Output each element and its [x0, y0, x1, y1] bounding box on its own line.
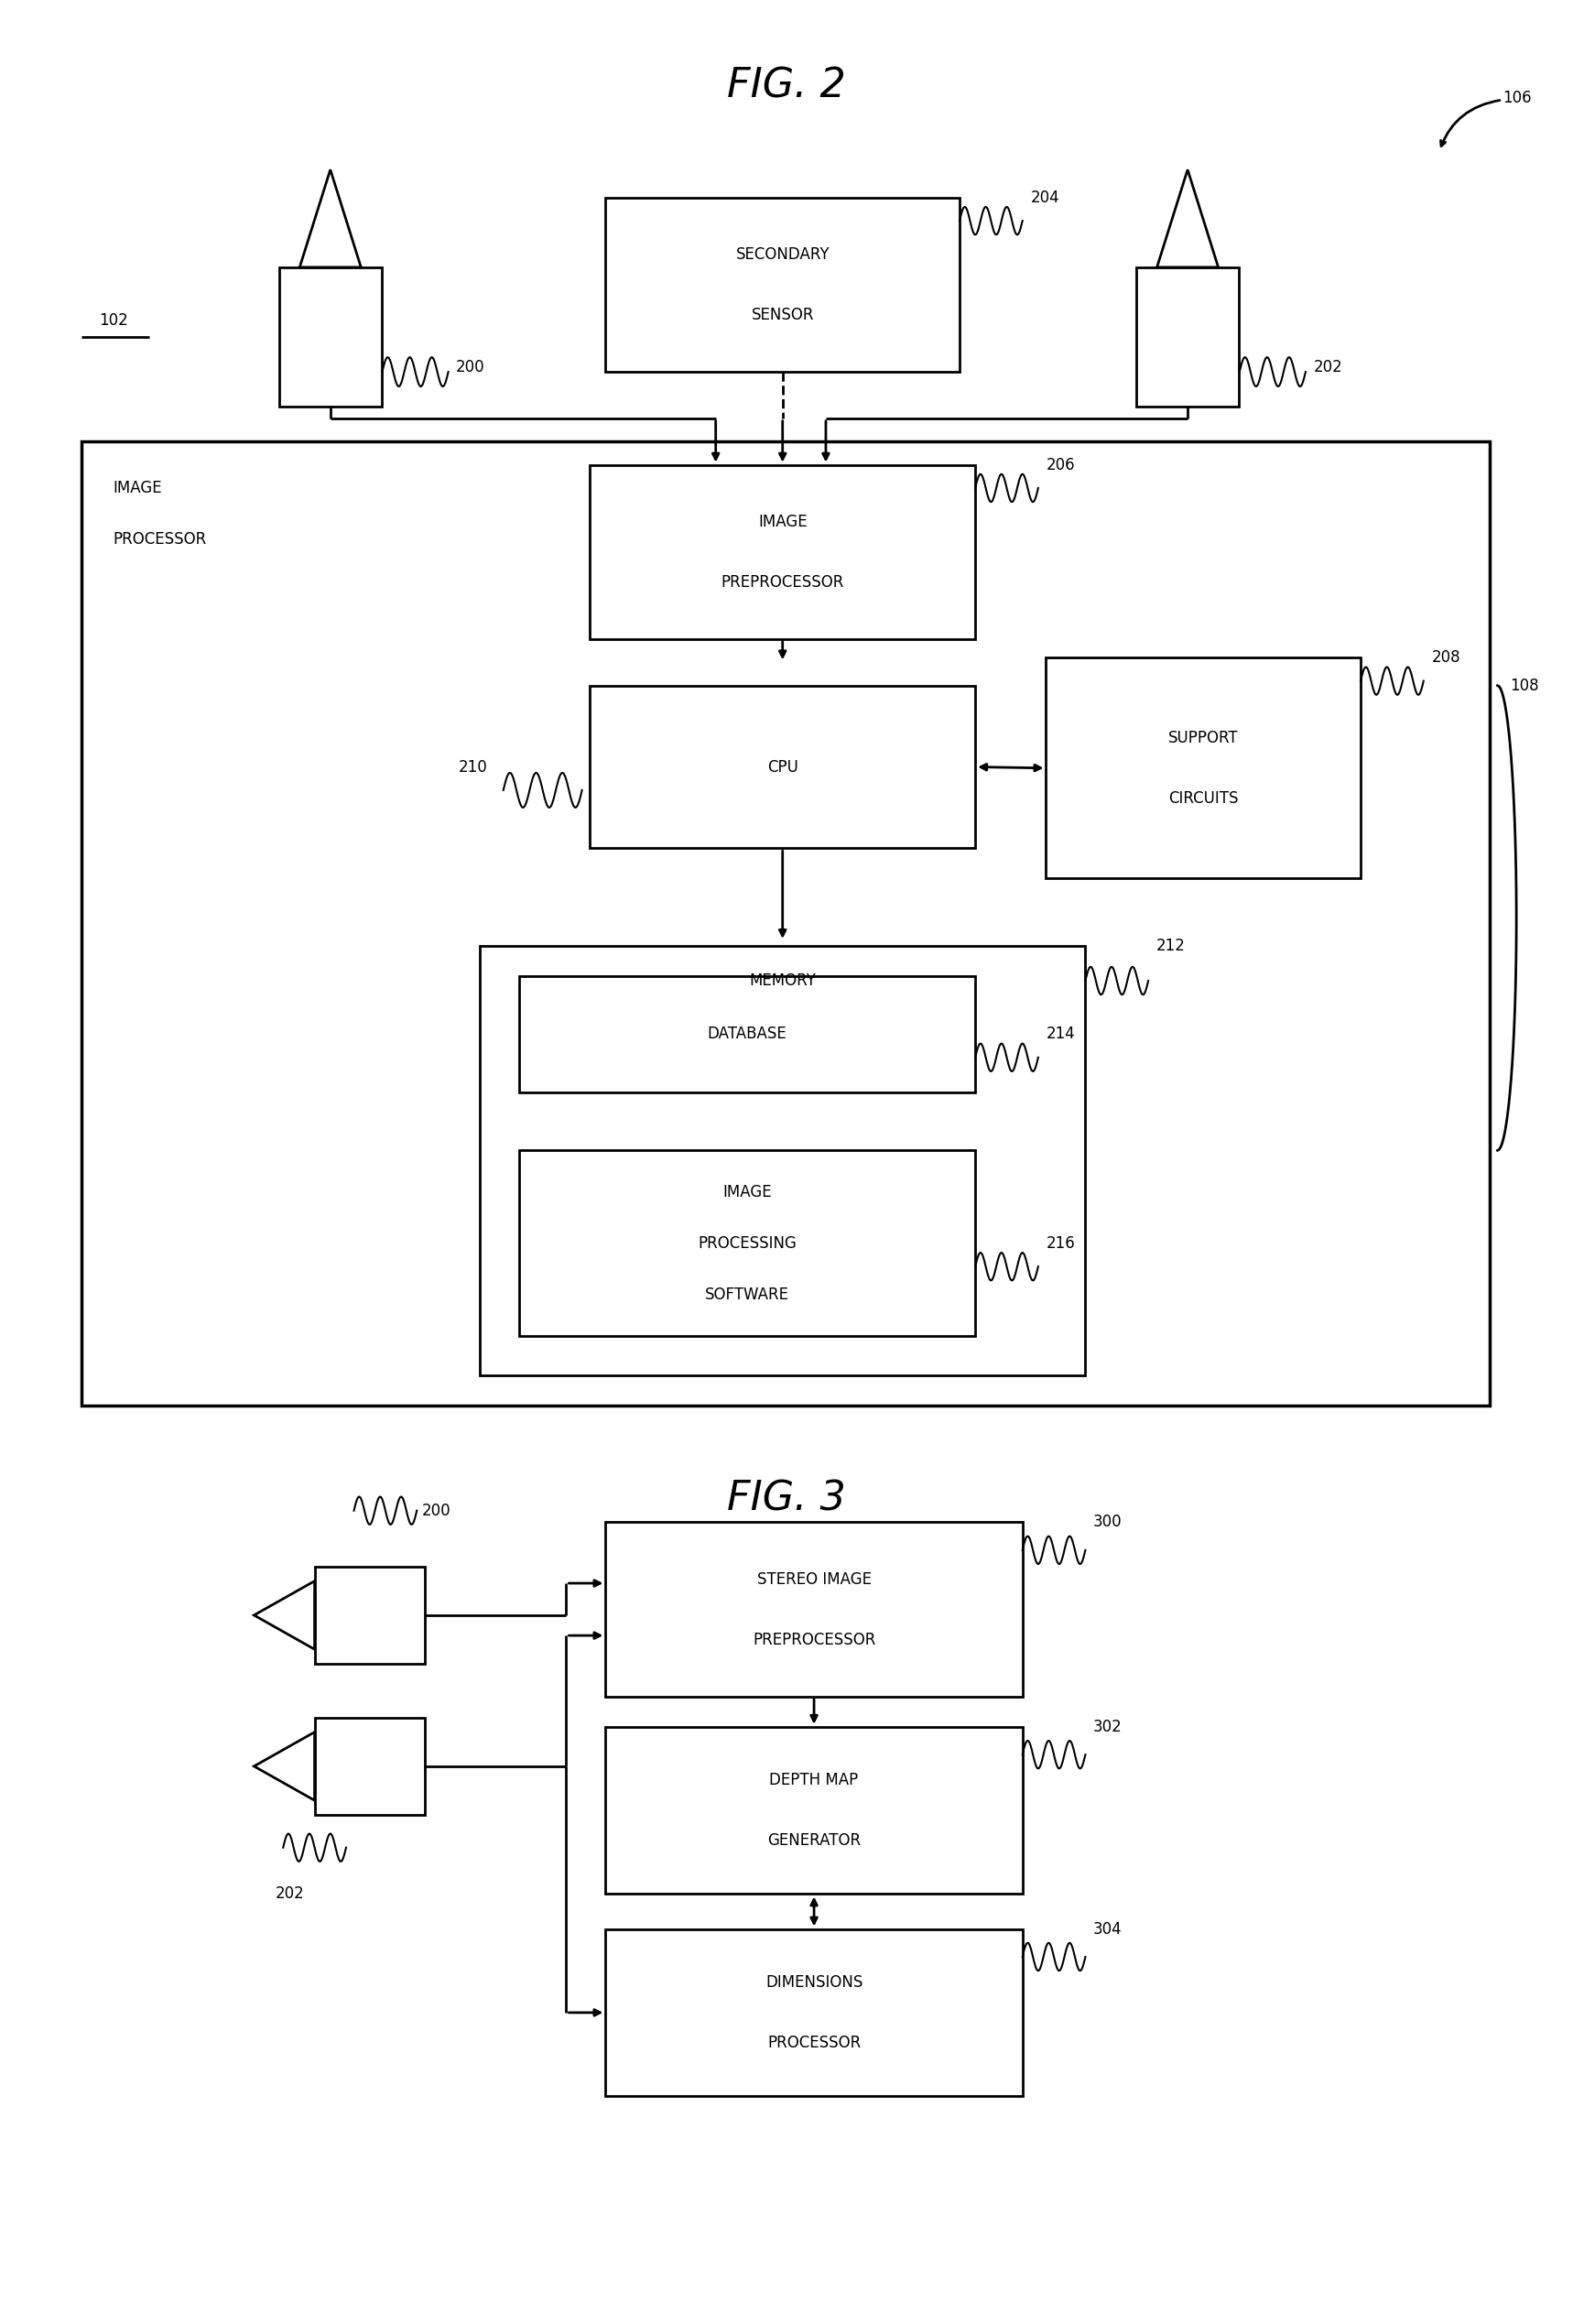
Bar — [315, 1566, 425, 1664]
Text: MEMORY: MEMORY — [749, 971, 816, 990]
Text: PROCESSING: PROCESSING — [698, 1234, 796, 1253]
Polygon shape — [1158, 170, 1218, 267]
Text: PROCESSOR: PROCESSOR — [768, 2034, 860, 2052]
Bar — [1046, 658, 1361, 878]
Bar — [519, 1150, 975, 1336]
Bar — [480, 946, 1085, 1376]
Text: IMAGE: IMAGE — [758, 514, 807, 530]
Text: 212: 212 — [1156, 937, 1186, 955]
Text: DEPTH MAP: DEPTH MAP — [769, 1771, 859, 1789]
Text: 216: 216 — [1046, 1234, 1074, 1253]
Text: FIG. 2: FIG. 2 — [727, 67, 846, 105]
Text: SUPPORT: SUPPORT — [1169, 730, 1238, 746]
Text: PREPROCESSOR: PREPROCESSOR — [752, 1631, 876, 1648]
Text: SOFTWARE: SOFTWARE — [705, 1285, 790, 1304]
Text: SECONDARY: SECONDARY — [736, 246, 829, 263]
Text: 200: 200 — [422, 1501, 450, 1520]
Text: SENSOR: SENSOR — [752, 307, 813, 323]
Bar — [280, 267, 381, 407]
Text: CIRCUITS: CIRCUITS — [1169, 790, 1238, 806]
Text: 304: 304 — [1093, 1920, 1122, 1938]
Text: STEREO IMAGE: STEREO IMAGE — [757, 1571, 871, 1587]
Text: 108: 108 — [1510, 676, 1538, 695]
Bar — [315, 1717, 425, 1815]
Text: 202: 202 — [275, 1885, 304, 1903]
Text: DATABASE: DATABASE — [708, 1025, 786, 1043]
Text: CPU: CPU — [768, 758, 798, 776]
Text: 214: 214 — [1046, 1025, 1074, 1043]
Bar — [590, 686, 975, 848]
Bar — [519, 976, 975, 1092]
Bar — [606, 1727, 1022, 1894]
Text: IMAGE: IMAGE — [113, 479, 162, 497]
Text: 102: 102 — [99, 311, 127, 330]
Text: PREPROCESSOR: PREPROCESSOR — [720, 574, 845, 590]
Text: 200: 200 — [456, 358, 484, 376]
Bar — [1136, 267, 1240, 407]
Text: 208: 208 — [1431, 648, 1460, 667]
Text: 210: 210 — [459, 758, 488, 776]
Text: GENERATOR: GENERATOR — [768, 1831, 860, 1850]
Text: 206: 206 — [1046, 456, 1074, 474]
Bar — [82, 442, 1490, 1406]
Text: 302: 302 — [1093, 1717, 1122, 1736]
Text: IMAGE: IMAGE — [722, 1183, 772, 1202]
Bar — [606, 198, 960, 372]
Text: 300: 300 — [1093, 1513, 1122, 1532]
Text: FIG. 3: FIG. 3 — [727, 1480, 846, 1518]
Polygon shape — [253, 1580, 315, 1650]
Text: 202: 202 — [1313, 358, 1342, 376]
Text: 204: 204 — [1030, 188, 1059, 207]
Text: PROCESSOR: PROCESSOR — [113, 530, 208, 548]
Bar — [606, 1522, 1022, 1697]
Polygon shape — [299, 170, 360, 267]
Text: DIMENSIONS: DIMENSIONS — [766, 1973, 862, 1992]
Polygon shape — [253, 1731, 315, 1801]
Bar — [590, 465, 975, 639]
Text: 106: 106 — [1502, 88, 1531, 107]
Bar — [606, 1929, 1022, 2096]
